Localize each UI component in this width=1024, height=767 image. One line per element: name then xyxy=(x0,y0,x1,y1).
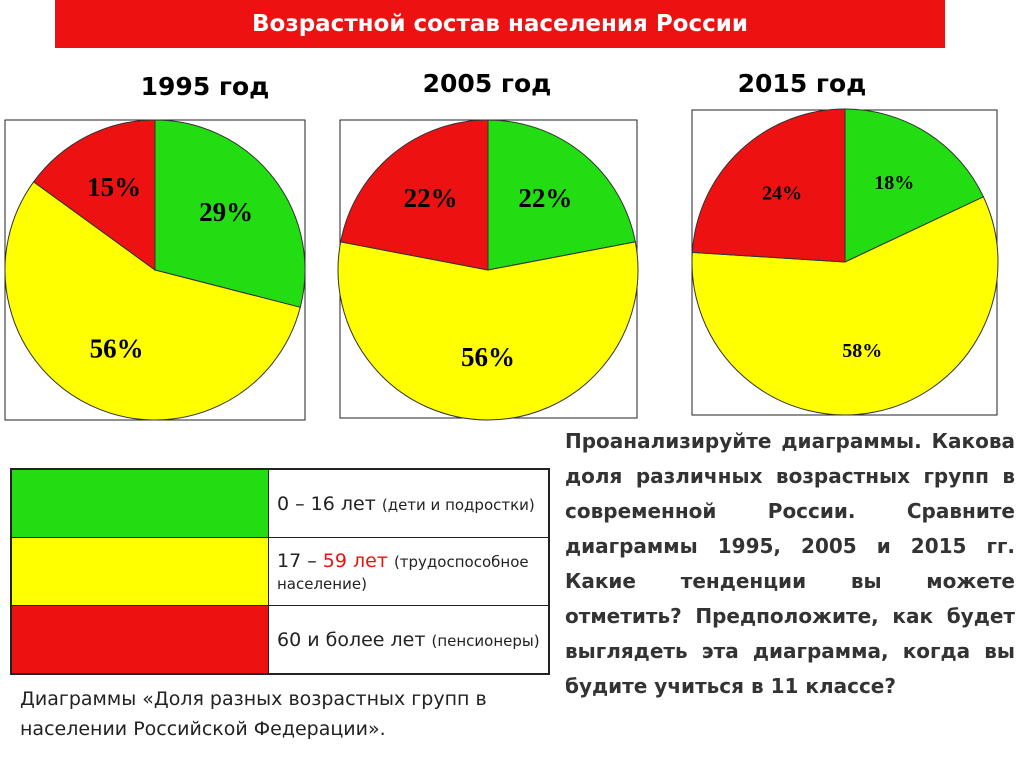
legend-text: 0 – 16 лет (дети и подростки) xyxy=(268,468,550,538)
legend-label: 60 и более лет xyxy=(277,628,426,651)
legend-label: 0 – 16 лет xyxy=(277,492,376,515)
pie-slice xyxy=(691,108,846,263)
value-label: 24% xyxy=(762,183,802,205)
legend-highlight: 59 лет xyxy=(322,549,388,572)
slide-title: Возрастной состав населения России xyxy=(55,0,945,48)
legend-text: 17 – 59 лет (трудоспособное население) xyxy=(268,537,550,606)
legend-row: 60 и более лет (пенсионеры) xyxy=(10,605,550,675)
pie-slice xyxy=(32,119,156,271)
caption: Диаграммы «Доля разных возрастных групп … xyxy=(20,688,487,740)
legend-text: 60 и более лет (пенсионеры) xyxy=(268,605,550,675)
pie-slice xyxy=(154,119,306,308)
question: Проанализируйте диаграммы. Какова доля р… xyxy=(565,429,1015,698)
pie-slice xyxy=(844,108,985,263)
chart-title: 2015 год xyxy=(738,69,867,98)
value-label: 29% xyxy=(199,197,253,227)
legend-note: (пенсионеры) xyxy=(431,631,540,650)
legend-row: 0 – 16 лет (дети и подростки) xyxy=(10,468,550,538)
legend-swatch xyxy=(10,468,269,538)
legend: 0 – 16 лет (дети и подростки) 17 – 59 лет… xyxy=(10,468,550,675)
value-label: 56% xyxy=(90,334,144,364)
legend-note: (дети и подростки) xyxy=(381,495,535,514)
legend-swatch xyxy=(10,605,269,675)
legend-swatch xyxy=(10,537,269,606)
chart-title: 1995 год xyxy=(141,72,270,101)
value-label: 56% xyxy=(461,342,515,372)
pie-slice xyxy=(340,119,489,271)
value-label: 18% xyxy=(874,172,914,194)
pie-slice xyxy=(337,241,639,421)
legend-note: (трудоспособное население) xyxy=(277,552,529,593)
value-label: 15% xyxy=(87,172,141,202)
value-label: 22% xyxy=(518,183,572,213)
pie-slice xyxy=(487,119,636,271)
pie-slice xyxy=(4,181,301,421)
value-label: 22% xyxy=(404,183,458,213)
value-label: 58% xyxy=(842,340,882,362)
charts: 1995 год 29% 56% 15% 2005 год 22% 56% 22% 2015 г… xyxy=(4,69,999,421)
pie-slice xyxy=(691,196,999,416)
legend-label: 17 – xyxy=(277,549,317,572)
legend-row: 17 – 59 лет (трудоспособное население) xyxy=(10,537,550,606)
chart-title: 2005 год xyxy=(423,69,552,98)
